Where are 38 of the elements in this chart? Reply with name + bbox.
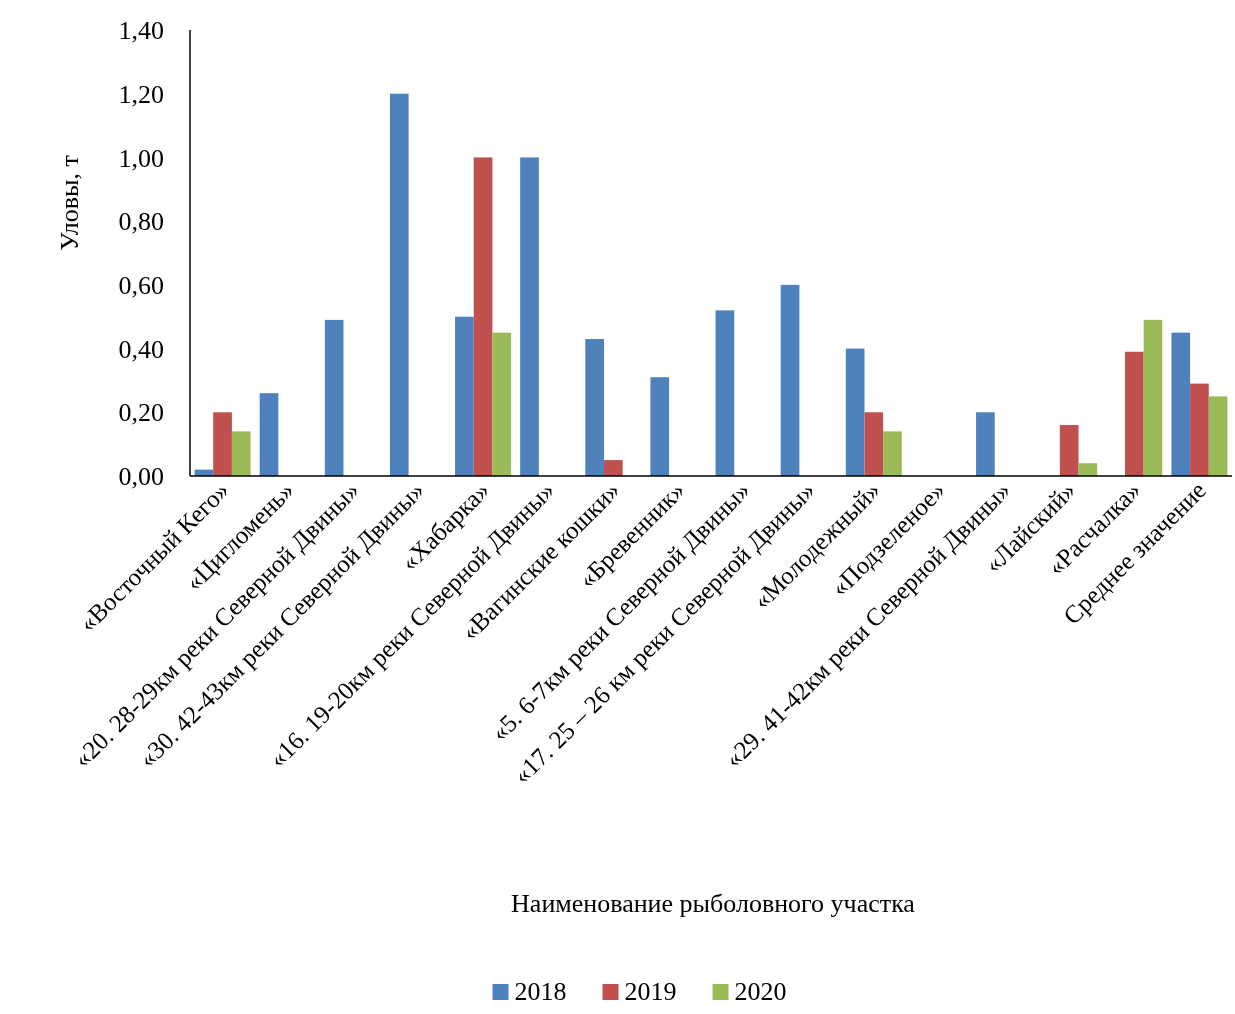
y-tick-label: 1,40	[118, 16, 164, 46]
y-axis-title: Уловы, т	[55, 155, 84, 251]
y-tick-label: 0,20	[118, 398, 164, 428]
legend-label: 2019	[624, 977, 677, 1006]
bar	[1078, 463, 1098, 476]
bar	[389, 93, 409, 476]
y-tick-label: 0,00	[118, 462, 164, 492]
bar	[473, 157, 493, 476]
bar	[259, 393, 279, 476]
bar	[213, 412, 232, 476]
legend-label: 2020	[734, 977, 787, 1006]
bar	[1059, 425, 1079, 476]
bar	[976, 412, 995, 476]
bar	[1124, 351, 1144, 476]
bar	[1143, 319, 1163, 476]
bar	[715, 310, 735, 476]
legend-label: 2018	[514, 977, 567, 1006]
y-tick-label: 1,00	[118, 143, 164, 173]
bar	[492, 332, 512, 476]
bar	[780, 284, 800, 476]
bar	[864, 412, 884, 476]
bar	[520, 157, 539, 476]
bar	[1171, 332, 1191, 476]
bar	[455, 316, 474, 476]
y-tick-label: 0,60	[118, 270, 164, 300]
bar	[845, 348, 865, 476]
bar	[883, 431, 902, 476]
bar	[603, 460, 623, 476]
y-tick-label: 0,80	[118, 207, 164, 237]
bar	[324, 319, 344, 476]
x-axis-title: Наименование рыболовного участка	[511, 889, 916, 918]
bar	[1208, 396, 1228, 476]
bar	[1190, 383, 1209, 476]
bar	[585, 339, 604, 476]
bar	[231, 431, 251, 476]
y-tick-label: 1,20	[118, 79, 164, 109]
y-tick-label: 0,40	[118, 334, 164, 364]
bar	[650, 377, 670, 476]
